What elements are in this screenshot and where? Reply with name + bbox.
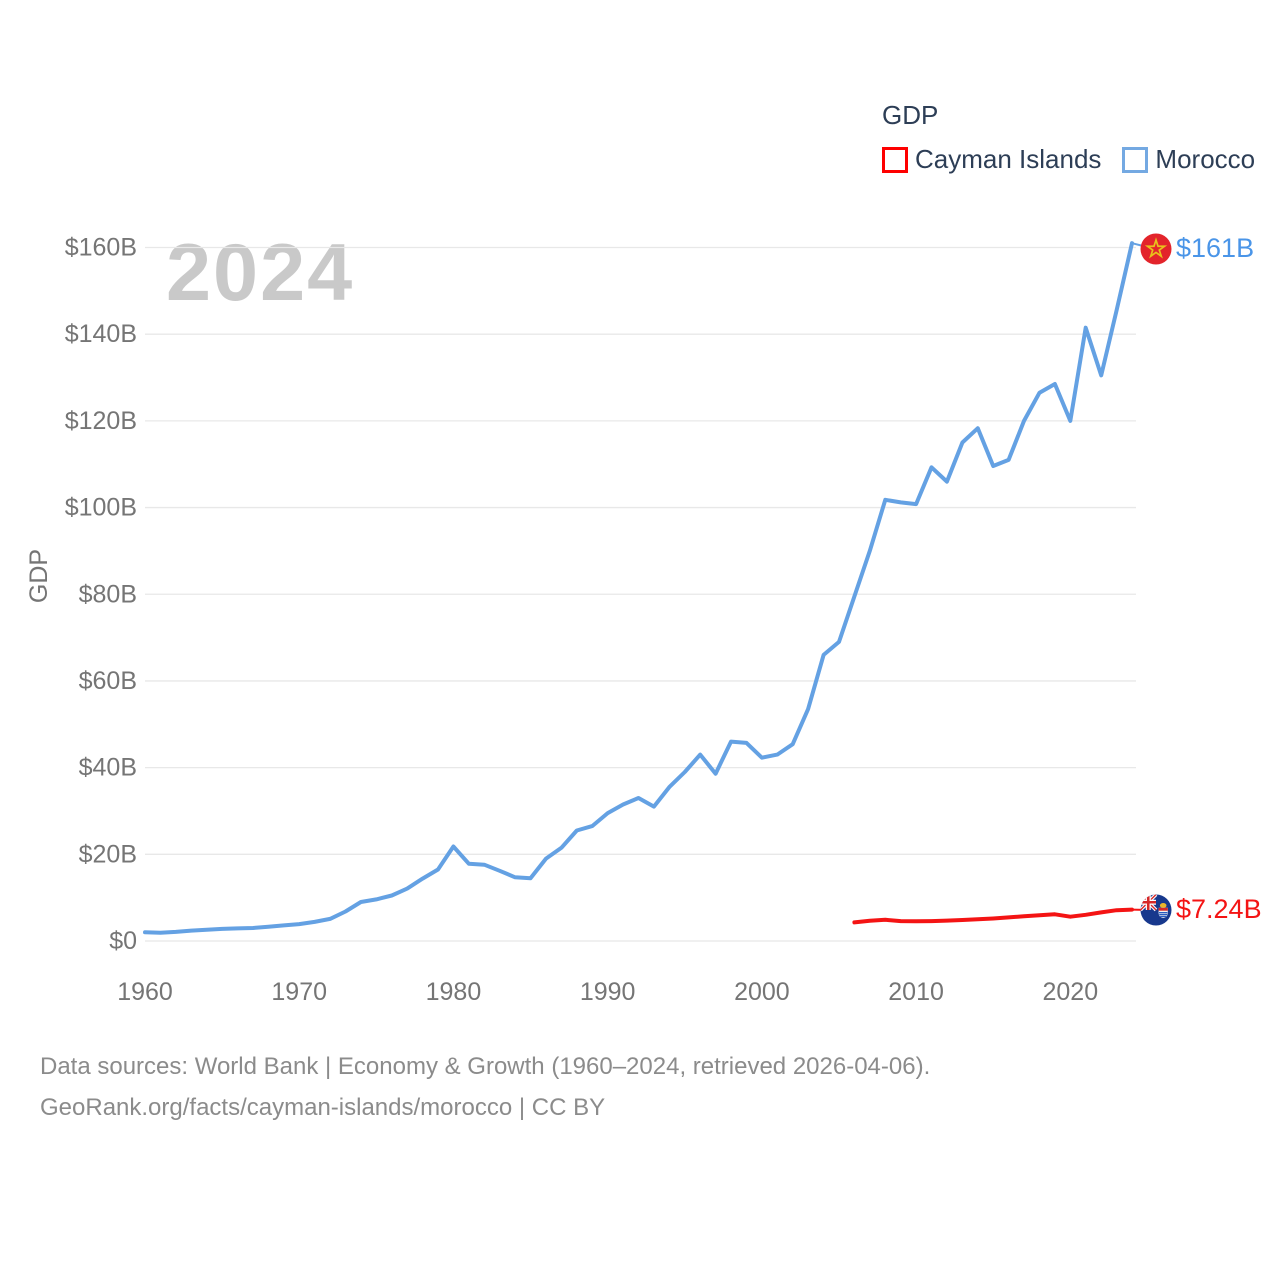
year-watermark: 2024 bbox=[166, 228, 355, 318]
footer-attribution-link: GeoRank.org/facts/cayman-islands/morocco… bbox=[40, 1094, 606, 1121]
footer-data-sources: Data sources: World Bank | Economy & Gro… bbox=[40, 1053, 931, 1080]
x-tick-label: 1960 bbox=[117, 978, 173, 1006]
y-tick-label: $140B bbox=[65, 320, 137, 348]
chart-title: GDP bbox=[882, 100, 939, 130]
legend-item-morocco[interactable]: Morocco bbox=[1122, 144, 1255, 175]
y-tick-label: $120B bbox=[65, 407, 137, 435]
x-tick-label: 2000 bbox=[734, 978, 790, 1006]
series-line-cayman-islands bbox=[852, 907, 1134, 925]
morocco-flag-icon bbox=[1140, 233, 1172, 265]
y-axis-title: GDP bbox=[25, 549, 53, 603]
cayman-islands-end-value-label: $7.24B bbox=[1176, 894, 1262, 924]
series-line-morocco bbox=[143, 241, 1134, 935]
y-tick-label: $40B bbox=[79, 754, 137, 782]
legend-label: Morocco bbox=[1155, 144, 1256, 174]
x-tick-label: 1990 bbox=[580, 978, 636, 1006]
morocco-swatch-icon bbox=[1122, 146, 1149, 173]
plot-area: $0 $20B $40B $60B $80B $100B $120B $140B $160B 19… bbox=[65, 234, 1157, 1006]
footer: Data sources: World Bank | Economy & Gro… bbox=[40, 1046, 930, 1128]
morocco-end-value-label: $161B bbox=[1176, 233, 1255, 263]
y-tick-label: $20B bbox=[79, 840, 137, 868]
y-tick-label: $60B bbox=[79, 667, 137, 695]
y-tick-label: $100B bbox=[65, 494, 137, 522]
legend: GDP Cayman Islands Morocco bbox=[882, 100, 1255, 175]
legend-item-cayman-islands[interactable]: Cayman Islands bbox=[882, 144, 1101, 175]
cayman-islands-flag-icon bbox=[1140, 894, 1172, 926]
x-tick-label: 2020 bbox=[1043, 978, 1099, 1006]
cayman-islands-swatch-icon bbox=[882, 146, 908, 173]
x-tick-label: 1980 bbox=[426, 978, 482, 1006]
x-tick-label: 1970 bbox=[271, 978, 327, 1006]
y-tick-label: $80B bbox=[79, 580, 137, 608]
x-tick-label: 2010 bbox=[888, 978, 944, 1006]
legend-row: Cayman Islands Morocco bbox=[882, 144, 1255, 175]
y-tick-label: $160B bbox=[65, 234, 137, 262]
y-tick-label: $0 bbox=[109, 927, 137, 955]
legend-label: Cayman Islands bbox=[915, 144, 1102, 174]
